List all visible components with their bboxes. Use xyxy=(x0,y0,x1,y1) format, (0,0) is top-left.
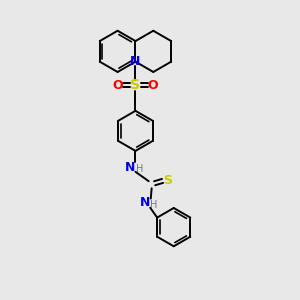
Text: S: S xyxy=(163,174,172,187)
Text: N: N xyxy=(140,196,150,209)
Text: N: N xyxy=(125,160,135,174)
Text: H: H xyxy=(136,164,143,174)
Text: N: N xyxy=(130,55,141,68)
Text: H: H xyxy=(150,200,158,210)
Text: S: S xyxy=(130,78,140,92)
Text: O: O xyxy=(112,79,123,92)
Text: O: O xyxy=(148,79,158,92)
